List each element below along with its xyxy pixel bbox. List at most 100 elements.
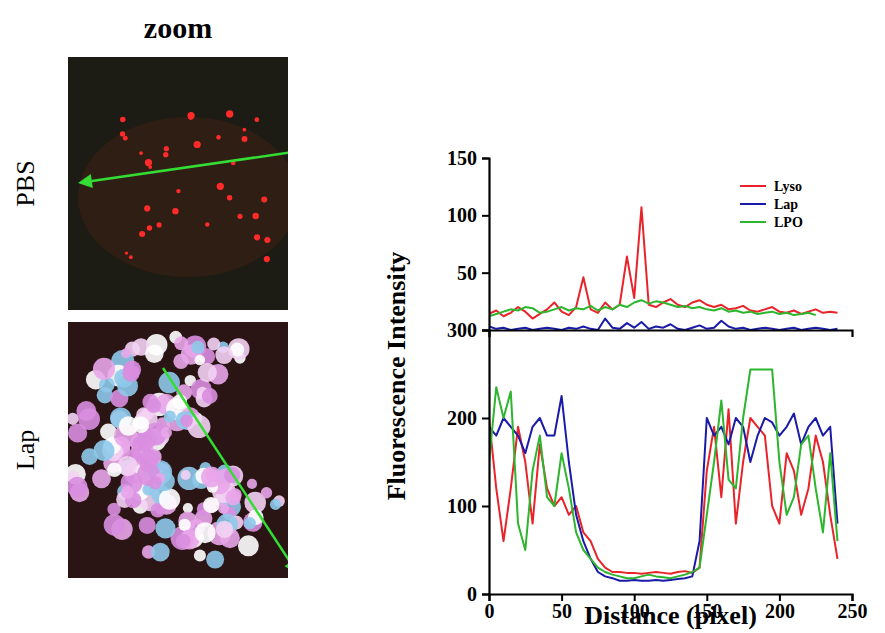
x-tick: 200 [765,594,795,622]
particle-blob [178,512,197,531]
y-tick: 150 [447,147,489,169]
x-tick: 0 [485,594,495,622]
particle-blob [145,344,164,363]
cell-glow [78,117,288,277]
y-tick-mark [482,594,489,596]
particle-blob [176,534,191,549]
lysosome-dot [176,189,180,193]
y-tick-label: 200 [447,407,477,429]
y-tick-label: 50 [457,262,477,284]
lysosome-dot [172,208,178,214]
arrow-head [284,558,288,574]
lysosome-dot [188,114,194,120]
arrow-head [78,174,93,188]
x-tick-label: 50 [552,600,572,622]
lysosome-dot [252,213,258,219]
x-axis-title: Distance (pixel) [584,601,757,630]
lysosome-dot [125,251,128,254]
particle-blob [218,503,229,514]
particle-blob [155,518,175,538]
particle-blob [191,341,204,354]
lysosome-dot [205,222,209,226]
legend-label: LPO [774,215,803,230]
particle-blob [107,463,122,478]
particle-blob [119,416,138,435]
lysosome-dot [129,255,133,259]
series-line [489,207,837,318]
y-axis-line [482,159,490,331]
y-tick: 200 [447,407,489,429]
particle-blob [203,497,219,513]
particle-blob [261,487,272,498]
particle-blob [229,488,242,501]
particle-blob [207,338,220,351]
micro-image [68,57,288,310]
y-tick-mark [482,418,489,420]
y-tick-label: 150 [447,147,477,169]
particle-blob [194,549,206,561]
particle-blob [142,394,158,410]
lysosome-dot [163,152,168,157]
lysosome-dot [242,136,248,142]
particle-blob [140,449,159,468]
lysosome-dot [145,159,152,166]
particle-blob [179,519,191,531]
particle-blob [247,479,257,489]
lysosome-dot [123,136,128,141]
legend-swatch [740,221,766,223]
y-tick: 100 [447,204,489,226]
legend-swatch [740,185,766,187]
y-tick-mark [482,158,489,160]
particle-blob [181,470,191,480]
particle-blob [121,486,134,499]
lysosome-dot [243,128,247,132]
lysosome-dot [164,146,169,151]
particle-blob [68,413,79,425]
legend-label: Lap [774,197,798,212]
y-tick-mark [482,506,489,508]
lysosome-dot [139,151,143,155]
lysosome-dot [157,222,162,227]
lysosome-dot [227,195,232,200]
particle-blob [195,522,216,543]
particle-blob [159,489,180,510]
lysosome-dot [264,256,270,262]
y-tick: 300 [447,319,489,341]
particle-blob [206,551,224,569]
series-line [489,396,837,581]
lysosome-dot [120,131,125,136]
y-tick-label: 100 [447,204,477,226]
particle-blob [164,411,176,423]
row-label: Lap [11,430,40,470]
particle-blob [244,517,256,529]
particle-blob [93,440,114,461]
x-tick: 250 [838,594,868,622]
particle-blob [216,521,233,538]
particle-blob [270,499,281,510]
x-tick-label: 200 [765,600,795,622]
particle-blob [202,388,218,404]
y-axis-line [482,331,490,595]
y-tick-label: 300 [447,319,477,341]
particle-blob [201,467,222,488]
particle-blob [121,348,131,358]
lysosome-dot [194,141,201,148]
plot-lines [489,370,837,581]
y-tick: 100 [447,495,489,517]
y-axis: 0 100 200 300 [447,319,490,605]
line-scan-arrow [92,147,288,181]
plot-lines [489,207,837,330]
lysosome-dot [226,110,233,117]
lysosome-dot [255,117,260,122]
particle-blob [122,365,139,382]
particle-blob [68,477,88,498]
x-tick-label: 250 [838,600,868,622]
y-axis: 50 100 150 [447,147,490,331]
particle-blob [198,363,217,382]
lysosome-dot [144,205,150,211]
y-tick-label: 0 [467,583,477,605]
series-line [489,300,816,316]
panel-header: zoom [144,11,212,44]
image-background [68,322,288,578]
legend: LysoLapLPO [740,179,803,230]
